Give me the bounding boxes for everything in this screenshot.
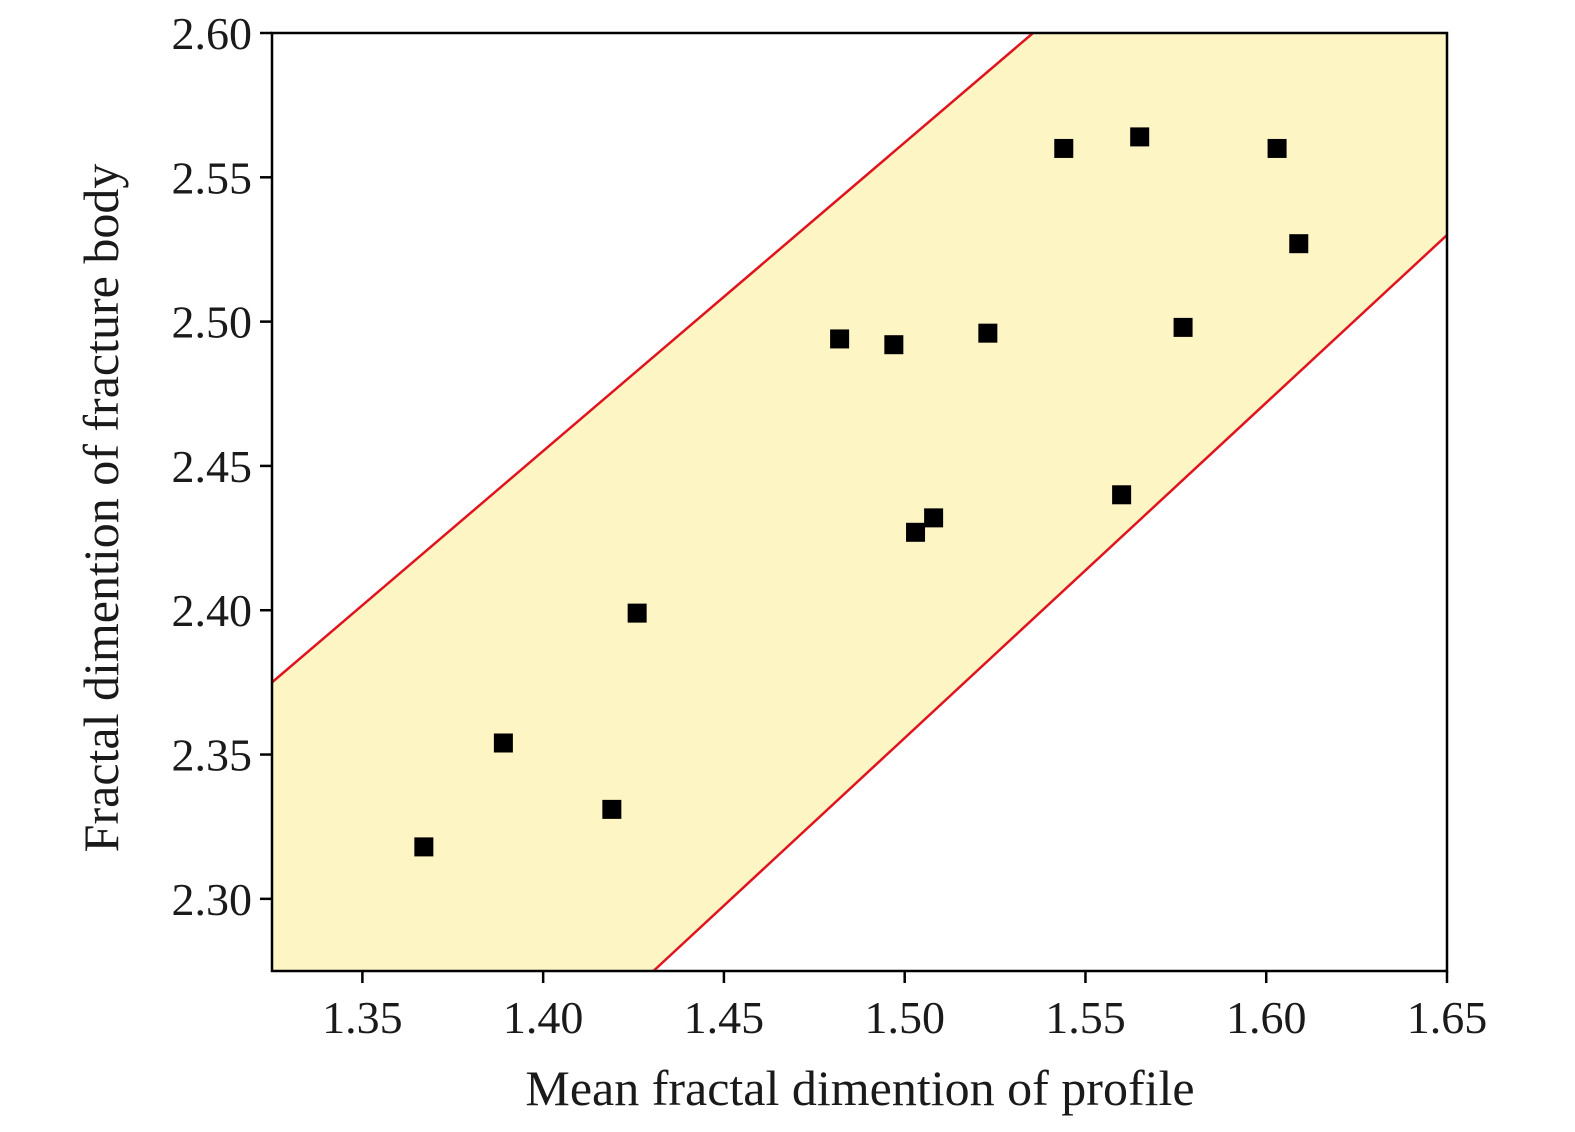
axes: 1.35 1.40 1.45 1.50 1.55 1.60 1.65 2.30 2.35 2.40… <box>172 8 1488 1043</box>
data-point-4 <box>627 603 647 623</box>
lower-bound-line <box>652 234 1448 972</box>
y-tick-label: 2.45 <box>172 441 253 492</box>
data-point-8 <box>924 508 944 528</box>
data-point-7 <box>906 522 926 542</box>
x-tick-label: 1.55 <box>1045 992 1126 1043</box>
data-point-2 <box>493 733 513 753</box>
plot-frame <box>270 31 1449 973</box>
y-axis-title: Fractal dimention of fracture body <box>73 164 129 853</box>
x-axis-title: Mean fractal dimention of profile <box>525 1060 1194 1116</box>
data-point-1 <box>414 837 434 857</box>
data-point-13 <box>1173 317 1193 337</box>
data-point-15 <box>1289 234 1309 254</box>
y-tick-label: 2.30 <box>172 874 253 925</box>
upper-bound-line <box>271 32 1034 684</box>
confidence-band <box>272 33 1447 971</box>
y-tick-label: 2.35 <box>172 730 253 781</box>
data-point-6 <box>884 335 904 355</box>
x-tick-label: 1.35 <box>322 992 403 1043</box>
data-point-11 <box>1112 485 1132 505</box>
x-tick-label: 1.40 <box>503 992 584 1043</box>
data-point-10 <box>1054 138 1074 158</box>
data-point-5 <box>830 329 850 349</box>
x-tick-label: 1.65 <box>1407 992 1488 1043</box>
x-tick-label: 1.45 <box>684 992 765 1043</box>
y-tick-label: 2.55 <box>172 152 253 203</box>
band-fill <box>272 33 1447 971</box>
data-point-3 <box>602 799 622 819</box>
data-point-14 <box>1267 138 1287 158</box>
y-tick-label: 2.60 <box>172 8 253 59</box>
data-point-12 <box>1130 127 1150 147</box>
bound-lines <box>271 32 1448 972</box>
y-tick-label: 2.50 <box>172 297 253 348</box>
x-tick-label: 1.50 <box>864 992 945 1043</box>
data-point-9 <box>978 323 998 343</box>
y-tick-label: 2.40 <box>172 585 253 636</box>
x-tick-label: 1.60 <box>1226 992 1307 1043</box>
data-points <box>414 127 1309 857</box>
